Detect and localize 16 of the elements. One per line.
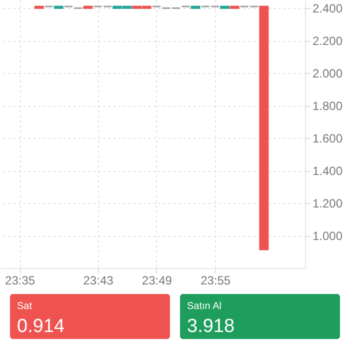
text: 3.918 xyxy=(187,316,235,337)
y-tick-label: 1.000 xyxy=(312,229,343,244)
text: Satın Al xyxy=(187,301,222,312)
text: Sat xyxy=(17,301,32,312)
x-tick-label: 23:35 xyxy=(5,274,36,288)
x-tick-label: 23:55 xyxy=(200,274,231,288)
y-tick-label: 2.400 xyxy=(312,2,343,16)
y-tick-label: 2.000 xyxy=(312,66,343,81)
x-tick-label: 23:43 xyxy=(83,274,114,288)
y-tick-label: 2.200 xyxy=(312,34,343,48)
x-tick-label: 23:49 xyxy=(142,274,172,288)
text: 0.914 xyxy=(17,316,65,337)
y-tick-label: 1.200 xyxy=(312,196,343,211)
y-tick-label: 1.800 xyxy=(312,99,343,114)
y-tick-label: 1.400 xyxy=(312,164,343,178)
y-tick-label: 1.600 xyxy=(312,132,343,146)
